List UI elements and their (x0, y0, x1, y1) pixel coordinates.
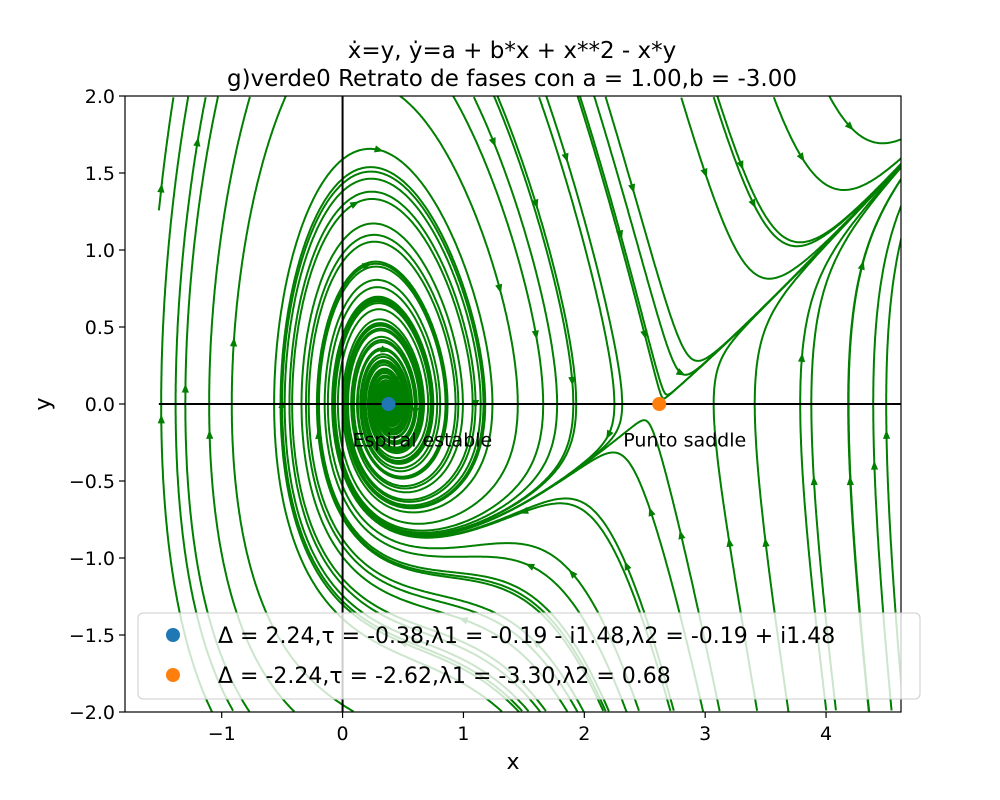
y-tick-label: 0.5 (85, 317, 115, 339)
y-tick-label: −2.0 (69, 702, 115, 724)
stream-arrow-23 (628, 183, 636, 194)
stream-arrow-8 (373, 145, 384, 153)
stream-arrow-4 (206, 429, 214, 439)
x-tick-label: 1 (457, 723, 469, 745)
equilibrium-annotation-0: Espiral estable (353, 430, 493, 452)
x-tick-label: 2 (578, 723, 590, 745)
stream-arrow-46 (797, 352, 806, 363)
stream-arrow-10 (361, 263, 372, 271)
x-axis-label: x (506, 750, 519, 775)
stream-arrow-30 (762, 537, 770, 547)
legend: Δ = 2.24,τ = -0.38,λ1 = -0.19 - i1.48,λ2… (137, 612, 921, 700)
chart-title-line2: g)verde0 Retrato de fases con a = 1.00,b… (227, 66, 797, 92)
stream-arrow-31 (726, 537, 734, 548)
stream-arrow-26 (748, 198, 756, 209)
stream-arrow-7 (157, 414, 165, 424)
y-ticks: −2.0 −1.5 −1.0 −0.5 0.0 0.5 1.0 1.5 2.0 (69, 86, 125, 724)
stream-arrow-37 (678, 530, 686, 540)
y-tick-label: −0.5 (69, 471, 115, 493)
y-tick-label: 1.0 (85, 240, 115, 262)
streamline-31 (712, 163, 901, 711)
stream-arrow-27 (796, 152, 805, 162)
legend-label-0: Δ = 2.24,τ = -0.38,λ1 = -0.19 - i1.48,λ2… (218, 624, 835, 649)
stream-arrow-19 (531, 198, 539, 209)
stream-arrow-47 (857, 260, 865, 271)
equilibrium-point-0 (381, 397, 396, 411)
stream-arrow-29 (675, 368, 686, 376)
y-tick-label: 0.0 (85, 394, 115, 416)
legend-label-1: Δ = -2.24,τ = -2.62,λ1 = -3.30,λ2 = 0.68 (218, 664, 671, 689)
stream-arrow-36 (648, 507, 656, 517)
plot-area: Espiral estable Punto saddle −1 0 1 2 3 4 −2.0… (69, 86, 902, 745)
stream-arrow-42 (519, 507, 529, 514)
x-tick-label: 3 (699, 723, 711, 745)
equilibrium-point-1 (652, 397, 667, 411)
stream-arrow-25 (736, 160, 744, 170)
x-tick-label: 0 (337, 723, 349, 745)
stream-arrow-2 (181, 383, 189, 393)
reference-axes (158, 96, 901, 712)
y-tick-label: −1.5 (69, 625, 115, 647)
stream-arrow-17 (568, 376, 576, 386)
stream-arrow-22 (640, 329, 648, 340)
stream-arrow-28 (844, 121, 854, 131)
x-tick-label: 4 (820, 723, 832, 745)
stream-arrow-20 (561, 152, 569, 163)
stream-arrow-3 (229, 337, 238, 347)
stream-arrow-15 (495, 283, 503, 294)
stream-arrow-34 (870, 460, 879, 470)
y-axis-label: y (31, 397, 56, 410)
stream-arrow-40 (568, 569, 578, 579)
stream-arrow-11 (380, 345, 390, 353)
stream-arrow-41 (606, 429, 614, 440)
stream-arrow-39 (525, 563, 536, 571)
streamline-46 (799, 164, 901, 711)
legend-box (137, 612, 921, 700)
stream-arrow-38 (624, 561, 632, 571)
y-tick-label: 2.0 (85, 86, 115, 108)
streamline-28 (828, 96, 901, 145)
stream-arrow-35 (882, 429, 891, 439)
y-tick-label: 1.5 (85, 163, 115, 185)
x-ticks: −1 0 1 2 3 4 (208, 712, 832, 745)
stream-arrow-24 (700, 168, 708, 178)
equilibrium-annotation-1: Punto saddle (623, 430, 746, 452)
legend-marker-0 (166, 628, 180, 642)
legend-marker-1 (166, 668, 180, 682)
stream-arrow-0 (157, 183, 165, 193)
chart-title-line1: ẋ=y, ẏ=a + b*x + x**2 - x*y (348, 38, 676, 64)
stream-arrow-16 (531, 330, 539, 340)
equilibrium-annotations: Espiral estable Punto saddle (353, 430, 747, 452)
stream-arrow-1 (193, 137, 201, 147)
y-tick-label: −1.0 (69, 548, 115, 570)
stream-arrow-18 (488, 137, 496, 147)
streamline-26 (712, 96, 901, 248)
equilibrium-points (381, 397, 667, 411)
streamline-27 (772, 96, 901, 191)
stream-arrow-9 (349, 201, 360, 209)
stream-arrow-32 (810, 476, 818, 486)
x-tick-label: −1 (208, 723, 236, 745)
